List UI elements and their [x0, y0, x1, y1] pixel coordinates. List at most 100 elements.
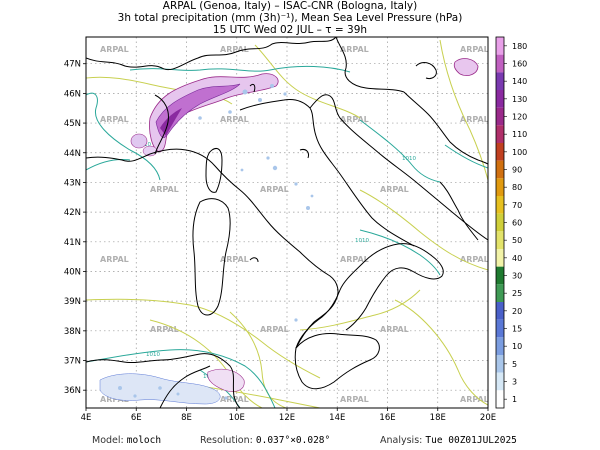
- footer-model: Model: moloch: [92, 435, 161, 446]
- watermark: ARPAL: [340, 45, 369, 54]
- colorbar-level: 3: [512, 378, 517, 387]
- isobar-1010-africa: [86, 349, 276, 408]
- isobar-1010-gulf: [86, 159, 131, 171]
- sardinia: [192, 198, 231, 316]
- colorbar-level: 1: [512, 395, 517, 404]
- precip-scattered: [118, 84, 314, 400]
- watermark: ARPAL: [260, 185, 289, 194]
- italy-adriatic-coast: [239, 99, 415, 247]
- watermark: ARPAL: [100, 395, 129, 404]
- watermark: ARPAL: [150, 325, 179, 334]
- lat-label: 39N: [64, 297, 81, 307]
- colorbar-segment: [496, 372, 504, 391]
- longitude-labels: 4E 6E 8E 10E 12E 14E 16E 18E 20E: [81, 408, 496, 423]
- colorbar-level: 90: [512, 166, 522, 175]
- balkan-coast: [309, 94, 488, 241]
- lat-label: 38N: [64, 327, 81, 337]
- lon-label: 14E: [329, 413, 345, 423]
- colorbar-segment: [496, 107, 504, 126]
- footer-resolution: Resolution: 0.037°×0.028°: [200, 435, 330, 446]
- colorbar-segment: [496, 284, 504, 302]
- algeria-tunisia-border: [159, 365, 211, 408]
- isobar-adriatic: [359, 189, 488, 271]
- colorbar-level: 25: [512, 289, 522, 298]
- lon-label: 12E: [279, 413, 295, 423]
- watermark: ARPAL: [460, 115, 489, 124]
- watermark: ARPAL: [340, 395, 369, 404]
- lon-label: 6E: [131, 413, 142, 423]
- watermark: ARPAL: [380, 325, 409, 334]
- italy-west-coast: [86, 148, 339, 349]
- lat-label: 45N: [64, 119, 81, 129]
- lat-label: 43N: [64, 178, 81, 188]
- isobar-east: [394, 299, 488, 406]
- title-valid-time: 15 UTC Wed 02 JUL – τ = 39h: [212, 24, 368, 36]
- watermark: ARPAL: [460, 45, 489, 54]
- north-africa-coast: [86, 353, 241, 408]
- isobar-balkans: [439, 39, 488, 181]
- lat-label: 47N: [64, 60, 81, 70]
- isobar-ionian: [299, 289, 421, 331]
- colorbar-level: 120: [512, 113, 527, 122]
- title-institutions: ARPAL (Genoa, Italy) – ISAC-CNR (Bologna…: [162, 0, 418, 12]
- colorbar-level: 40: [512, 254, 522, 263]
- footer-analysis: Analysis: Tue 00Z01JUL2025: [380, 435, 517, 446]
- analysis-label: Analysis:: [380, 435, 423, 446]
- colorbar-segment: [496, 319, 504, 338]
- lon-label: 16E: [379, 413, 395, 423]
- colorbar-level: 70: [512, 201, 522, 210]
- isobar-1010-east: [444, 144, 488, 169]
- colorbar-segment: [496, 178, 504, 196]
- latitude-labels: 47N 46N 45N 44N 43N 42N 41N 40N 39N 38N 37N 36N: [64, 60, 86, 396]
- lon-label: 20E: [480, 413, 496, 423]
- isobar-label: 1010: [146, 352, 160, 358]
- corsica: [205, 147, 223, 193]
- isobar-label: 1010: [402, 156, 416, 162]
- sicily: [294, 333, 380, 390]
- precip-hungary: [453, 58, 479, 76]
- isobar-label: 1010: [355, 238, 369, 244]
- precip-liguria: [142, 145, 158, 157]
- lat-label: 44N: [64, 149, 81, 159]
- lake-garda: [249, 83, 256, 93]
- title-variables: 3h total precipitation (mm (3h)⁻¹), Mean…: [117, 12, 463, 24]
- colorbar-segment: [496, 37, 504, 55]
- colorbar-segment: [496, 54, 504, 73]
- colorbar-level: 80: [512, 183, 522, 192]
- watermark: ARPAL: [220, 255, 249, 264]
- colorbar-segment: [496, 90, 504, 108]
- watermarks: ARPAL ARPAL ARPAL ARPAL ARPAL ARPAL ARPAL ARPAL…: [100, 45, 489, 404]
- model-label: Model:: [92, 435, 124, 446]
- colorbar-level: 100: [512, 148, 527, 157]
- elba: [299, 149, 309, 159]
- lon-label: 10E: [229, 413, 245, 423]
- colorbar-level: 15: [512, 325, 522, 334]
- precip-maritime-alps: [130, 133, 148, 149]
- resolution-label: Resolution:: [200, 435, 253, 446]
- colorbar-level: 30: [512, 272, 522, 281]
- watermark: ARPAL: [150, 185, 179, 194]
- colorbar-level: 130: [512, 95, 527, 104]
- colorbar-level: 60: [512, 219, 522, 228]
- colorbar-segment: [496, 231, 504, 249]
- watermark: ARPAL: [380, 185, 409, 194]
- coastlines: [86, 37, 488, 408]
- ponza: [249, 257, 259, 263]
- lon-label: 4E: [81, 413, 92, 423]
- watermark: ARPAL: [220, 115, 249, 124]
- colorbar-segment: [496, 266, 504, 285]
- analysis-value: Tue 00Z01JUL2025: [425, 435, 517, 446]
- france-italy-border: [154, 94, 169, 155]
- colorbar-segment: [496, 143, 504, 161]
- colorbar-segment: [496, 196, 504, 214]
- colorbar-segment: [496, 125, 504, 143]
- watermark: ARPAL: [100, 115, 129, 124]
- colorbar-segment: [496, 72, 504, 90]
- watermark: ARPAL: [220, 45, 249, 54]
- lat-label: 37N: [64, 357, 81, 367]
- austria-slovenia-border: [335, 37, 405, 93]
- lake-balaton: [415, 62, 437, 79]
- lat-label: 41N: [64, 238, 81, 248]
